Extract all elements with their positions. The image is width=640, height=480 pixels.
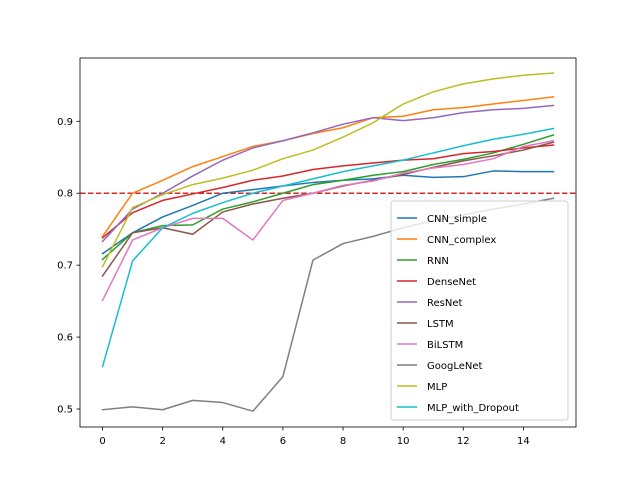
- legend-label-mlp: MLP: [427, 382, 447, 393]
- y-tick-label: 0.7: [57, 261, 73, 272]
- legend-label-densenet: DenseNet: [427, 277, 476, 288]
- legend-label-lstm: LSTM: [427, 319, 454, 330]
- y-tick-label: 0.5: [57, 405, 73, 416]
- x-tick-label: 10: [397, 436, 410, 447]
- y-tick-label: 0.8: [57, 189, 73, 200]
- axes-frame: [79, 57, 577, 428]
- x-tick-label: 12: [457, 436, 470, 447]
- legend: CNN_simple CNN_complex RNN DenseNet ResNet LS…: [390, 200, 569, 421]
- y-tick-label: 0.6: [57, 333, 73, 344]
- y-tick-label: 0.9: [57, 117, 73, 128]
- x-tick-label: 6: [280, 436, 286, 447]
- series-line-rnn: [101, 134, 555, 261]
- legend-label-mlp-with-dropout: MLP_with_Dropout: [427, 403, 519, 414]
- x-tick-label: 8: [340, 436, 346, 447]
- legend-label-cnn-simple: CNN_simple: [427, 214, 487, 225]
- series-layer: [101, 72, 555, 412]
- series-line-mlp: [101, 72, 555, 268]
- x-tick-label: 4: [220, 436, 226, 447]
- legend-label-bilstm: BiLSTM: [427, 340, 463, 351]
- series-line-bilstm: [101, 139, 555, 302]
- legend-label-rnn: RNN: [427, 256, 449, 267]
- x-tick-label: 14: [517, 436, 530, 447]
- legend-label-resnet: ResNet: [427, 298, 462, 309]
- series-line-mlp-with-dropout: [101, 127, 555, 368]
- legend-label-googlenet: GoogLeNet: [427, 361, 483, 372]
- legend-label-cnn-complex: CNN_complex: [427, 235, 496, 246]
- series-line-densenet: [101, 144, 555, 239]
- series-line-cnn-simple: [101, 170, 555, 255]
- x-tick-label: 2: [159, 436, 165, 447]
- x-tick-label: 0: [99, 436, 105, 447]
- series-line-cnn-complex: [101, 96, 555, 238]
- series-line-resnet: [101, 104, 555, 243]
- legend-box: [390, 200, 569, 421]
- axes-layer: 0 2 4 6 8 10 12 14 0.5 0.6 0.7 0.8 0.9: [57, 57, 577, 447]
